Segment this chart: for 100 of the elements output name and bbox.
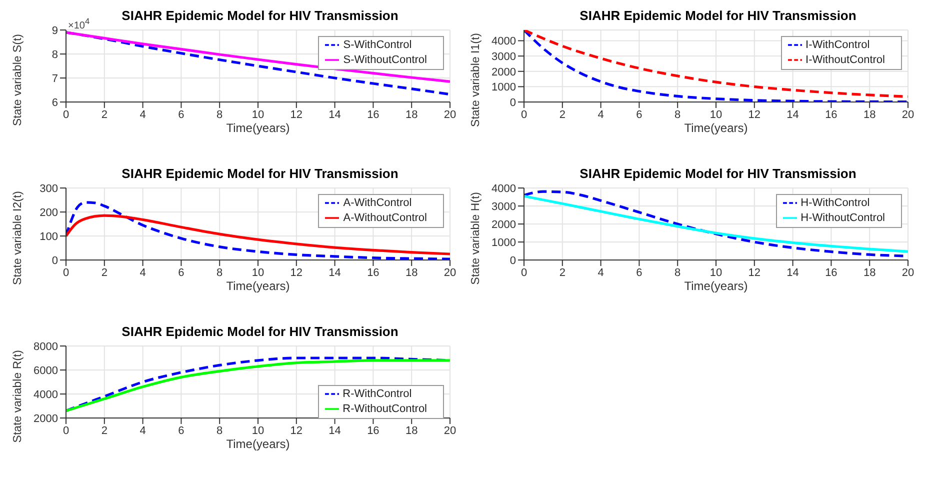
chart-title: SIAHR Epidemic Model for HIV Transmission (122, 8, 398, 23)
x-tick-label: 18 (405, 108, 418, 121)
y-tick-label: 8000 (34, 340, 58, 353)
x-tick-label: 8 (216, 266, 223, 279)
x-axis-title: Time(years) (226, 437, 290, 451)
x-tick-label: 8 (216, 424, 223, 437)
x-tick-label: 10 (252, 424, 264, 437)
x-tick-label: 2 (559, 266, 566, 279)
y-tick-label: 2000 (492, 66, 516, 78)
y-tick-label: 0 (510, 254, 516, 267)
y-tick-label: 2000 (34, 412, 58, 425)
y-axis-title: State variable I2(t) (12, 191, 24, 285)
x-tick-label: 10 (710, 266, 722, 279)
annotation: ×10$^{4}$ (68, 16, 90, 32)
x-tick-label: 14 (328, 266, 341, 279)
y-tick-label: 100 (40, 230, 58, 243)
legend-label: S-WithoutControl (343, 54, 427, 66)
x-tick-label: 0 (520, 108, 528, 121)
x-tick-label: 0 (62, 424, 70, 437)
x-axis-title: Time(years) (226, 121, 290, 135)
x-tick-label: 18 (863, 108, 876, 121)
chart-title: SIAHR Epidemic Model for HIV Transmission (578, 8, 858, 24)
y-axis-title: State variable I1(t) (470, 33, 482, 127)
x-tick-label: 10 (252, 266, 264, 279)
x-tick-label: 4 (598, 266, 604, 279)
y-tick-label: 0 (52, 254, 58, 267)
legend-label: A-WithControl (343, 197, 412, 209)
x-tick-label: 20 (902, 108, 914, 121)
x-tick-label: 4 (140, 266, 146, 279)
x-tick-label: 6 (178, 266, 184, 279)
x-tick-label: 6 (178, 424, 184, 437)
x-tick-label: 0 (62, 108, 70, 121)
legend-label: R-WithoutControl (342, 403, 427, 415)
x-tick-label: 4 (140, 108, 146, 121)
x-tick-label: 2 (101, 266, 108, 279)
x-tick-label: 10 (710, 108, 722, 121)
y-tick-label: 300 (40, 182, 58, 195)
legend-label: H-WithoutControl (800, 212, 885, 224)
x-tick-label: 10 (252, 108, 264, 121)
x-axis-title: Time(years) (226, 279, 290, 293)
x-tick-label: 20 (444, 266, 456, 279)
y-axis-title: State variable H(t) (470, 192, 482, 284)
x-tick-label: 20 (902, 266, 914, 279)
y-tick-label: 7 (52, 72, 58, 85)
x-tick-label: 8 (216, 108, 223, 121)
y-tick-label: 6 (52, 96, 58, 109)
x-tick-label: 20 (444, 108, 456, 121)
chart-title: SIAHR Epidemic Model for HIV Transmission (120, 324, 400, 340)
x-tick-label: 12 (748, 108, 761, 121)
x-tick-label: 12 (290, 108, 303, 121)
legend-label: S-WithControl (343, 39, 412, 51)
x-tick-label: 0 (62, 266, 70, 279)
x-tick-label: 8 (674, 108, 681, 121)
y-tick-label: 3000 (492, 50, 516, 63)
legend-label: I-WithoutControl (806, 54, 885, 66)
x-tick-label: 18 (405, 266, 418, 279)
legend-label: I-WithControl (806, 39, 870, 51)
y-tick-label: 6000 (34, 364, 58, 377)
x-tick-label: 8 (674, 266, 681, 279)
y-tick-label: 1000 (492, 82, 516, 94)
x-tick-label: 16 (367, 266, 380, 279)
x-tick-label: 14 (786, 266, 799, 279)
x-tick-label: 0 (520, 266, 528, 279)
y-tick-label: 4000 (492, 36, 516, 48)
x-axis-title: Time(years) (684, 279, 748, 293)
x-tick-label: 16 (825, 108, 838, 121)
y-tick-label: 1000 (492, 236, 516, 249)
x-tick-label: 6 (636, 266, 642, 279)
x-tick-label: 14 (328, 424, 341, 437)
x-tick-label: 12 (748, 266, 761, 279)
x-tick-label: 2 (101, 108, 108, 121)
x-axis-title: Time(years) (684, 121, 748, 135)
y-tick-label: 8 (52, 48, 58, 61)
x-tick-label: 20 (444, 424, 456, 437)
x-tick-label: 12 (290, 266, 303, 279)
x-tick-label: 14 (786, 108, 799, 121)
y-tick-label: 4000 (34, 388, 58, 401)
y-tick-label: 3000 (492, 200, 516, 213)
chart-title: SIAHR Epidemic Model for HIV Transmission (120, 166, 400, 182)
x-tick-label: 12 (290, 424, 303, 437)
x-tick-label: 6 (178, 108, 184, 121)
legend-label: H-WithControl (800, 197, 870, 209)
line-series (66, 214, 450, 256)
y-axis-title: State variable S(t) (12, 34, 24, 126)
y-tick-label: 0 (510, 96, 516, 109)
y-axis-title: State variable R(t) (12, 350, 24, 442)
x-tick-label: 14 (328, 108, 341, 121)
y-tick-label: 9 (52, 24, 58, 37)
legend-label: R-WithControl (342, 388, 412, 400)
x-tick-label: 16 (367, 108, 380, 121)
x-tick-label: 6 (636, 108, 642, 121)
y-tick-label: 2000 (492, 218, 516, 231)
x-tick-label: 16 (825, 266, 838, 279)
legend-label: A-WithoutControl (343, 212, 427, 224)
y-tick-label: 4000 (492, 182, 516, 195)
x-tick-label: 2 (101, 424, 108, 437)
x-tick-label: 16 (367, 424, 380, 437)
x-tick-label: 2 (559, 108, 566, 121)
x-tick-label: 4 (140, 424, 146, 437)
x-tick-label: 4 (598, 108, 604, 121)
